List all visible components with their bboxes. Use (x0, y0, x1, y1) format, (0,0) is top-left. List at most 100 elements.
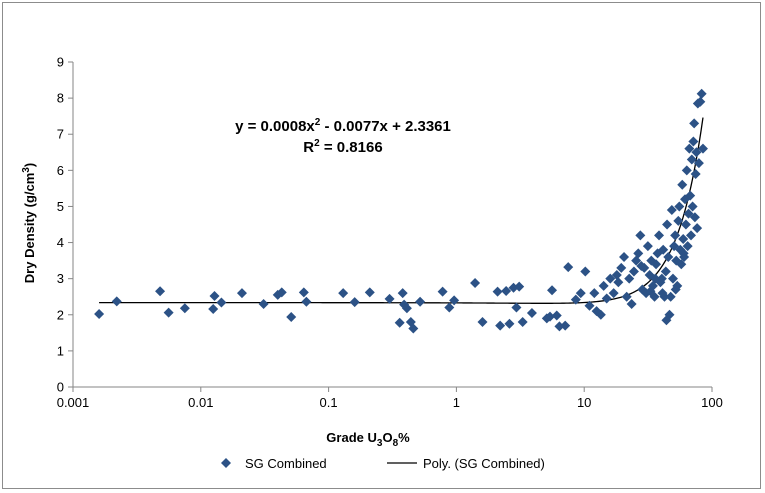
x-tick-label: 0.01 (188, 395, 213, 410)
data-point (689, 212, 700, 223)
data-point (608, 288, 619, 299)
x-axis-ticks: 0.001 0.01 0.1 1 10 100 (57, 387, 723, 410)
data-point (415, 296, 426, 307)
data-point (690, 168, 701, 179)
data-point (621, 291, 632, 302)
data-point (163, 307, 174, 318)
data-point (94, 309, 105, 320)
legend-label-trendline: Poly. (SG Combined) (423, 456, 545, 471)
data-point (697, 143, 708, 154)
data-point (286, 311, 297, 322)
data-point (689, 118, 700, 129)
regression-equation: y = 0.0008x2 - 0.0077x + 2.3361 (235, 117, 451, 135)
data-point (656, 273, 667, 284)
data-point (111, 296, 122, 307)
data-point (449, 295, 460, 306)
y-tick-label: 6 (57, 163, 64, 178)
data-point (657, 288, 668, 299)
data-point (589, 288, 600, 299)
data-point (613, 277, 624, 288)
data-point (695, 96, 706, 107)
data-point (660, 266, 671, 277)
data-point (605, 273, 616, 284)
y-tick-label: 9 (57, 55, 64, 70)
equation-main: y = 0.0008x (235, 118, 315, 135)
data-point (397, 288, 408, 299)
legend-label-scatter: SG Combined (245, 456, 327, 471)
data-point (209, 291, 220, 301)
legend: SG Combined Poly. (SG Combined) (221, 456, 545, 471)
data-point (665, 291, 676, 302)
y-axis-title: Dry Density (g/cm3) (21, 163, 37, 283)
data-point (626, 298, 637, 309)
y-tick-label: 3 (57, 271, 64, 286)
data-point (504, 318, 515, 329)
data-point (696, 88, 707, 99)
y-axis-title-text: Dry Density (g/cm (22, 173, 37, 284)
data-point (364, 287, 375, 298)
data-point (663, 252, 674, 262)
data-point (651, 259, 662, 270)
data-point (338, 288, 349, 299)
data-point (693, 158, 704, 169)
y-axis-ticks: 0 1 2 3 4 5 6 7 8 9 (57, 55, 73, 395)
data-point (570, 294, 581, 305)
data-point (611, 270, 622, 281)
data-point (401, 303, 412, 314)
data-point (580, 266, 591, 277)
data-point (680, 219, 691, 230)
data-point (384, 293, 395, 304)
data-point (563, 262, 574, 273)
trendline (99, 117, 704, 304)
legend-marker-diamond (221, 458, 231, 468)
data-point (601, 293, 612, 304)
data-point (560, 320, 571, 331)
data-point (492, 286, 503, 297)
data-point (208, 304, 219, 314)
data-point (683, 208, 694, 219)
data-point (301, 296, 312, 307)
data-point (687, 201, 698, 212)
r-squared-sup: 2 (314, 138, 320, 149)
equation-rest: - 0.0077x + 2.3361 (320, 118, 451, 135)
data-point (661, 315, 672, 326)
data-points (94, 88, 708, 334)
data-point (678, 233, 689, 244)
data-point (685, 190, 696, 201)
data-point (444, 302, 455, 313)
x-axis-title-text: Grade U (326, 430, 377, 445)
data-point (635, 230, 646, 241)
data-point (477, 317, 488, 327)
data-point (514, 281, 525, 292)
data-point (298, 287, 309, 298)
r-squared: R2 = 0.8166 (303, 138, 382, 156)
y-tick-label: 8 (57, 91, 64, 106)
x-axis-title-mid: O (382, 430, 392, 445)
data-point (616, 262, 627, 273)
data-point (666, 205, 677, 216)
data-point (408, 323, 419, 334)
data-point (686, 154, 697, 165)
data-point (673, 215, 684, 226)
data-point (544, 311, 555, 322)
y-axis-title-sup: 3 (21, 167, 32, 173)
x-tick-label: 0.001 (57, 395, 90, 410)
data-point (678, 248, 689, 259)
data-point (670, 230, 681, 241)
data-point (394, 317, 405, 328)
data-point (662, 219, 673, 230)
data-point (236, 288, 247, 299)
data-point (628, 266, 639, 277)
x-axis-title-end: % (398, 430, 410, 445)
data-point (692, 223, 703, 234)
data-point (155, 286, 166, 297)
data-point (584, 300, 595, 311)
y-tick-label: 5 (57, 199, 64, 214)
data-point (636, 261, 647, 272)
plot-area (72, 62, 712, 388)
data-point (598, 280, 609, 291)
x-axis-title-sub1: 3 (377, 438, 383, 449)
data-point (686, 230, 697, 241)
